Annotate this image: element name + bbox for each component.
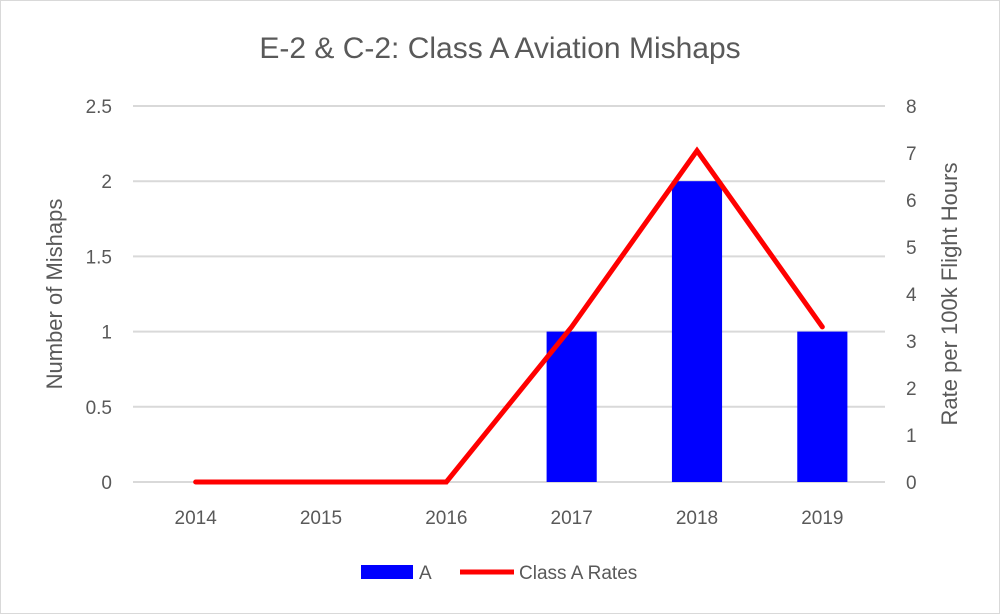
rate-line-layer (193, 146, 825, 485)
y2-tick-label: 3 (906, 332, 917, 353)
right-axis-ticks: 0 1 2 3 4 5 6 7 8 (906, 97, 917, 494)
x-tick-label: 2014 (175, 508, 218, 529)
chart-title: E-2 & C-2: Class A Aviation Mishaps (259, 32, 740, 65)
x-tick-label: 2017 (551, 508, 593, 529)
y-tick-label: 0.5 (86, 398, 112, 419)
legend-swatch-bars (361, 565, 413, 579)
y-tick-label: 1.5 (86, 247, 112, 268)
y2-tick-label: 8 (906, 97, 917, 118)
rate-line (193, 146, 825, 485)
x-axis-ticks: 2014 2015 2016 2017 2018 2019 (175, 508, 844, 529)
y2-tick-label: 7 (906, 144, 917, 165)
legend-label-bars: A (419, 563, 432, 584)
y-tick-label: 0 (101, 473, 112, 494)
x-tick-label: 2019 (801, 508, 843, 529)
y2-tick-label: 1 (906, 426, 917, 447)
y2-tick-label: 5 (906, 238, 917, 259)
y2-tick-label: 0 (906, 473, 917, 494)
y-tick-label: 1 (101, 323, 112, 344)
y-axis-title: Number of Mishaps (42, 199, 67, 390)
x-tick-label: 2015 (300, 508, 342, 529)
bar-2018 (671, 181, 723, 482)
bars (546, 181, 848, 482)
y2-tick-label: 2 (906, 379, 917, 400)
legend-label-line: Class A Rates (519, 563, 637, 584)
x-tick-label: 2018 (676, 508, 718, 529)
y-tick-label: 2 (101, 172, 112, 193)
y2-tick-label: 6 (906, 191, 917, 212)
left-axis-ticks: 0 0.5 1 1.5 2 2.5 (86, 97, 112, 494)
y2-axis-title: Rate per 100k Flight Hours (937, 163, 962, 426)
y-tick-label: 2.5 (86, 97, 112, 118)
y2-tick-label: 4 (906, 285, 917, 306)
x-tick-label: 2016 (425, 508, 467, 529)
bar-2019 (797, 331, 848, 482)
bar-2017 (546, 331, 597, 482)
legend: A Class A Rates (361, 563, 637, 584)
gridlines (133, 105, 885, 483)
